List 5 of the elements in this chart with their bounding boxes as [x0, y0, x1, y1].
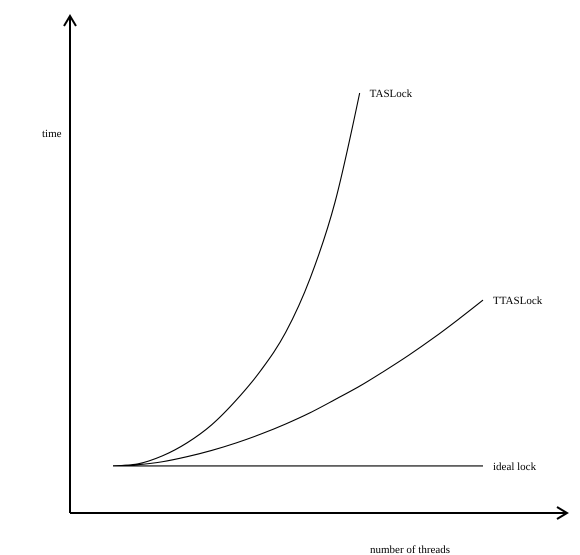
series-label: ideal lock [493, 460, 537, 473]
x-axis-title: number of threads [370, 544, 450, 555]
series-label: TASLock [370, 88, 413, 100]
series-label: TTASLock [493, 295, 543, 308]
y-axis-title: time [42, 128, 62, 140]
